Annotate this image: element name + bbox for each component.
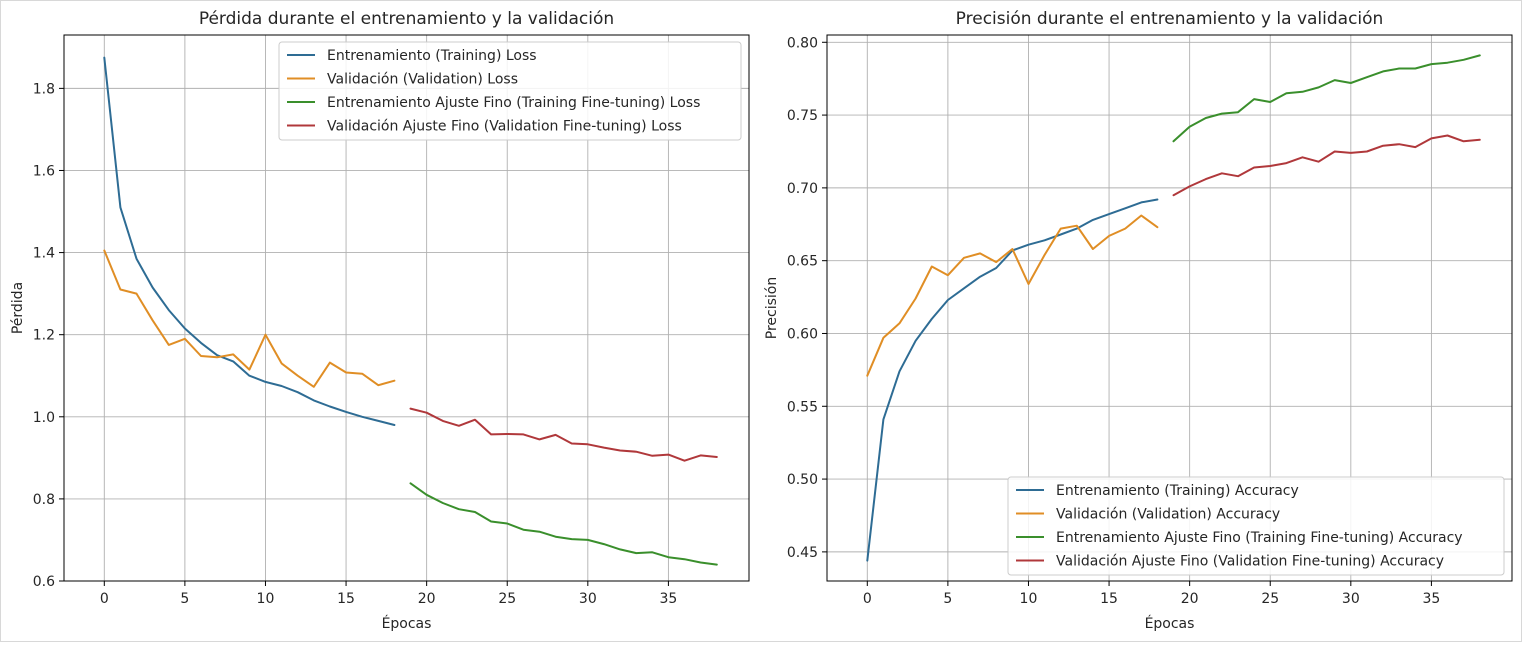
legend-label: Validación Ajuste Fino (Validation Fine-… <box>327 119 682 135</box>
chart-2: Precisión durante el entrenamiento y la … <box>764 9 1513 632</box>
chart-2-title: Precisión durante el entrenamiento y la … <box>956 9 1384 29</box>
y-tick-label: 0.55 <box>787 399 818 415</box>
y-tick-label: 0.65 <box>787 254 818 270</box>
chart-2-frame <box>826 34 1513 582</box>
x-tick-label: 20 <box>1181 591 1199 607</box>
chart-1-legend: Entrenamiento (Training) Loss Validación … <box>278 41 742 141</box>
x-tick-label: 25 <box>498 591 516 607</box>
x-tick-label: 0 <box>100 591 109 607</box>
y-tick-label: 0.60 <box>787 326 818 342</box>
x-tick-label: 0 <box>863 591 872 607</box>
chart-1-xlabel: Épocas <box>382 615 432 632</box>
chart-2-grid <box>827 35 1512 581</box>
legend-label: Entrenamiento (Training) Accuracy <box>1056 483 1299 499</box>
chart-2-legend: Entrenamiento (Training) Accuracy Validac… <box>1007 476 1505 576</box>
x-tick-label: 10 <box>257 591 275 607</box>
y-tick-label: 0.6 <box>33 574 55 590</box>
x-tick-label: 30 <box>1342 591 1360 607</box>
x-tick-label: 30 <box>579 591 597 607</box>
y-tick-label: 1.6 <box>33 163 55 179</box>
legend-label: Validación (Validation) Loss <box>327 72 518 88</box>
legend-box <box>1007 476 1505 576</box>
x-tick-label: 35 <box>1422 591 1440 607</box>
legend-label: Entrenamiento Ajuste Fino (Training Fine… <box>327 95 700 111</box>
y-tick-label: 1.4 <box>33 246 55 262</box>
chart-1-series-line <box>103 249 396 388</box>
x-tick-label: 15 <box>337 591 355 607</box>
y-tick-label: 1.0 <box>33 410 55 426</box>
chart-1-frame <box>63 34 750 582</box>
chart-2-series-line <box>866 214 1159 377</box>
legend-label: Validación Ajuste Fino (Validation Fine-… <box>1056 554 1444 570</box>
y-tick-label: 1.2 <box>33 328 55 344</box>
x-tick-label: 35 <box>659 591 677 607</box>
x-tick-label: 10 <box>1020 591 1038 607</box>
y-tick-label: 0.45 <box>787 545 818 561</box>
chart-1-axes: 0 5 10 15 20 25 30 35 0.6 0.8 1.0 1.2 1.4 1.6 1.8 <box>33 81 678 607</box>
legend-label: Entrenamiento Ajuste Fino (Training Fine… <box>1056 530 1463 546</box>
chart-2-ylabel: Precisión <box>764 277 780 339</box>
chart-2-series-line <box>1172 134 1481 197</box>
chart-1-series-line <box>409 482 718 566</box>
x-tick-label: 25 <box>1261 591 1279 607</box>
legend-label: Validación (Validation) Accuracy <box>1056 507 1280 523</box>
chart-2-xlabel: Épocas <box>1145 615 1195 632</box>
y-tick-label: 1.8 <box>33 81 55 97</box>
x-tick-label: 20 <box>418 591 436 607</box>
chart-1-title: Pérdida durante el entrenamiento y la va… <box>199 9 614 29</box>
chart-1: Pérdida durante el entrenamiento y la va… <box>10 9 750 632</box>
y-tick-label: 0.75 <box>787 108 818 124</box>
legend-box <box>278 41 742 141</box>
y-tick-label: 0.50 <box>787 472 818 488</box>
x-tick-label: 5 <box>943 591 952 607</box>
legend-label: Entrenamiento (Training) Loss <box>327 48 537 64</box>
x-tick-label: 5 <box>180 591 189 607</box>
chart-1-series-line <box>409 407 718 462</box>
chart-1-series-line <box>103 56 396 426</box>
y-tick-label: 0.8 <box>33 492 55 508</box>
chart-1-ylabel: Pérdida <box>10 282 26 334</box>
y-tick-label: 0.80 <box>787 35 818 51</box>
chart-2-axes: 0 5 10 15 20 25 30 35 0.45 0.50 0.55 0.60 0.65 0.70 0.… <box>787 35 1440 607</box>
x-tick-label: 15 <box>1100 591 1118 607</box>
chart-2-series-line <box>1172 54 1481 143</box>
y-tick-label: 0.70 <box>787 181 818 197</box>
